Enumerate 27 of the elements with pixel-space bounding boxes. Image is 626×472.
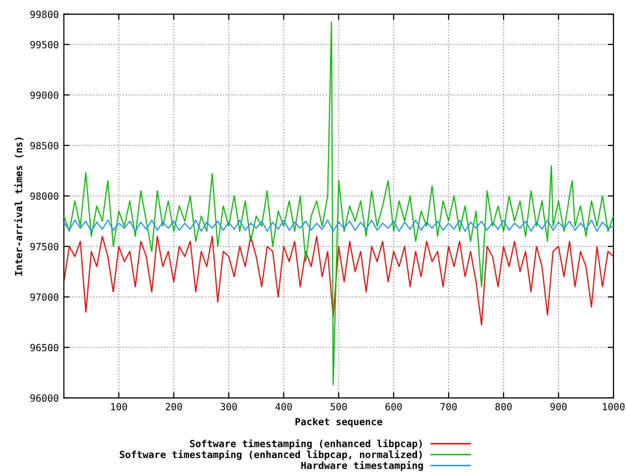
x-tick-label: 100 bbox=[111, 402, 127, 410]
x-tick-label: 800 bbox=[495, 402, 512, 410]
x-tick-label: 900 bbox=[550, 402, 567, 410]
y-tick-label: 96000 bbox=[30, 394, 58, 402]
line-series bbox=[64, 236, 614, 326]
line-series bbox=[64, 22, 614, 386]
y-tick-label: 97500 bbox=[30, 242, 58, 250]
y-axis-title: Inter-arrival times (ns) bbox=[14, 138, 24, 276]
line-series bbox=[64, 220, 614, 232]
legend-label: Software timestamping (enhanced libpcap) bbox=[190, 439, 422, 450]
x-tick-label: 600 bbox=[385, 402, 402, 410]
y-tick-label: 96500 bbox=[30, 344, 58, 352]
x-tick-label: 700 bbox=[440, 402, 457, 410]
y-tick-label: 99800 bbox=[30, 10, 58, 18]
x-tick-label: 300 bbox=[220, 402, 237, 410]
x-tick-label: 400 bbox=[275, 402, 292, 410]
x-tick-label: 200 bbox=[166, 402, 182, 410]
y-tick-label: 99000 bbox=[30, 91, 58, 99]
x-axis-title: Packet sequence bbox=[296, 418, 382, 428]
legend-label: Hardware timestamping bbox=[301, 461, 423, 471]
x-tick-label: 1000 bbox=[602, 402, 625, 410]
legend-label: Software timestamping (enhanced libpcap, normalized) bbox=[120, 450, 422, 460]
y-tick-label: 98500 bbox=[30, 142, 58, 150]
y-tick-label: 99500 bbox=[30, 40, 58, 48]
y-tick-label: 98000 bbox=[30, 192, 58, 200]
x-tick-label: 500 bbox=[330, 402, 347, 410]
y-tick-label: 97000 bbox=[30, 293, 58, 301]
